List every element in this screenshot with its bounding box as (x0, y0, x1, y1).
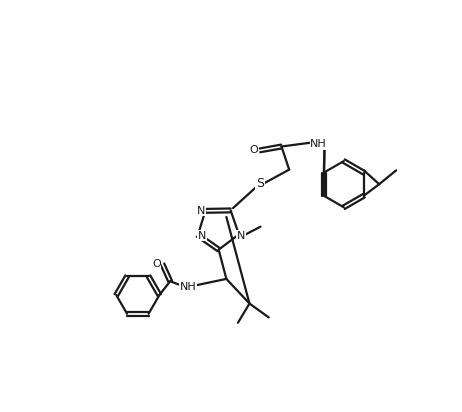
Text: O: O (249, 145, 258, 155)
Text: NH: NH (310, 139, 327, 149)
Text: N: N (197, 206, 206, 216)
Text: O: O (152, 259, 161, 269)
Text: S: S (256, 177, 264, 190)
Text: NH: NH (180, 282, 196, 293)
Text: N: N (237, 231, 245, 241)
Text: N: N (198, 231, 206, 241)
